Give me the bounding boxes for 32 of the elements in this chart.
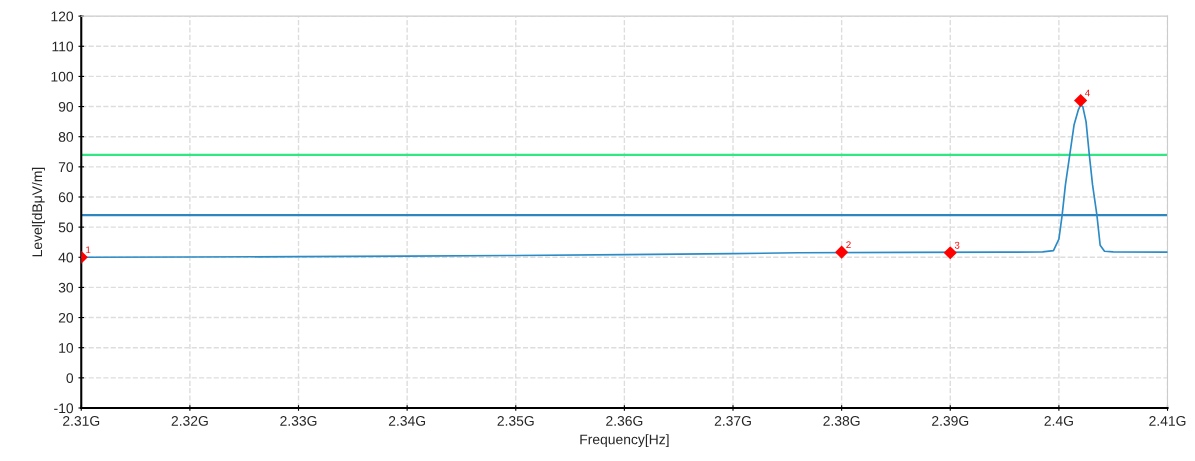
y-tick-label: 20 (58, 312, 74, 323)
y-tick-label: 70 (58, 162, 74, 173)
y-tick-label: 60 (58, 192, 74, 203)
x-tick-label: 2.35G (497, 415, 534, 426)
y-tick-label: 90 (58, 101, 74, 112)
x-tick-label: 2.38G (823, 415, 860, 426)
y-tick-label: 0 (66, 373, 74, 384)
y-tick-label: 50 (58, 222, 74, 233)
x-tick-label: 2.34G (388, 415, 426, 426)
y-tick-label: 110 (52, 41, 74, 52)
x-tick-label: 2.39G (932, 415, 969, 426)
y-tick-label: 80 (58, 132, 74, 142)
y-tick-label: 40 (58, 252, 74, 263)
annotation: 4 (1085, 89, 1090, 97)
x-tick-label: 2.41G (1149, 415, 1186, 426)
y-axis-title: Level[dBμV/m] (31, 167, 45, 257)
y-tick-label: 10 (59, 343, 74, 353)
y-tick-label: -10 (54, 403, 74, 414)
annotation: 1 (86, 246, 91, 254)
x-tick-label: 2.31G (63, 415, 100, 426)
point (943, 246, 957, 260)
annotation: 3 (954, 241, 960, 249)
x-tick-label: 2.4G (1044, 415, 1073, 426)
x-tick-label: 2.33G (280, 415, 317, 426)
y-tick-label: 120 (51, 11, 74, 22)
x-tick-label: 2.32G (171, 415, 208, 426)
x-tick-label: 2.36G (606, 415, 643, 426)
x-axis-title: Frequency[Hz] (580, 434, 669, 448)
y-tick-label: 100 (51, 71, 74, 82)
x-tick-label: 2.37G (714, 415, 751, 426)
y-tick-label: 30 (58, 282, 74, 293)
annotation: 2 (846, 241, 851, 248)
